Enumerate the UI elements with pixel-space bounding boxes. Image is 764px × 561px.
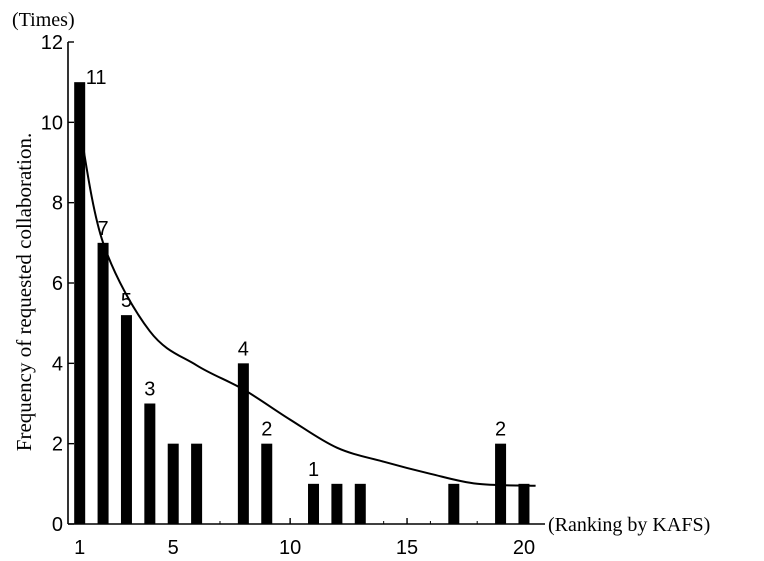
x-tick-label: 1 [74, 537, 85, 559]
y-tick-label: 12 [41, 32, 63, 54]
bar [237, 363, 249, 524]
data-label: 5 [121, 290, 132, 312]
bar [120, 315, 132, 524]
x-tick-label: 20 [513, 537, 535, 559]
y-axis-label: Frequency of requested collaboration. [12, 133, 36, 451]
bar [308, 483, 320, 524]
data-label: 7 [98, 218, 109, 240]
x-tick-label: 15 [396, 537, 418, 559]
y-tick-label: 0 [52, 514, 63, 536]
y-tick-label: 8 [52, 193, 63, 215]
y-tick-label: 4 [52, 353, 63, 375]
bar [144, 403, 156, 524]
bar-series [74, 82, 530, 525]
bar [261, 443, 273, 524]
data-label: 1 [308, 459, 319, 481]
data-label: 2 [495, 419, 506, 441]
data-label: 11 [86, 67, 107, 89]
bar [74, 82, 86, 525]
x-axis-label: (Ranking by KAFS) [548, 514, 710, 536]
y-unit-label: (Times) [12, 9, 75, 31]
y-axis-ticks: 0 2 4 6 8 10 12 [41, 32, 74, 536]
y-tick-label: 2 [52, 434, 63, 456]
x-axis-ticks: 1 5 10 15 20 [74, 518, 535, 559]
y-tick-label: 6 [52, 273, 63, 295]
data-label: 2 [261, 419, 272, 441]
bar [448, 483, 460, 524]
data-label: 4 [238, 338, 249, 360]
bar [167, 443, 179, 524]
bar [191, 443, 203, 524]
bar [518, 483, 530, 524]
y-tick-label: 10 [41, 112, 63, 134]
data-label: 3 [144, 379, 155, 401]
x-tick-label: 10 [279, 537, 301, 559]
bar [354, 483, 366, 524]
bar [97, 242, 109, 525]
bar [495, 443, 507, 524]
trend-curve [78, 126, 536, 487]
x-tick-label: 5 [168, 537, 179, 559]
data-labels: 11 7 5 3 4 2 1 2 [86, 67, 506, 481]
bar [331, 483, 343, 524]
